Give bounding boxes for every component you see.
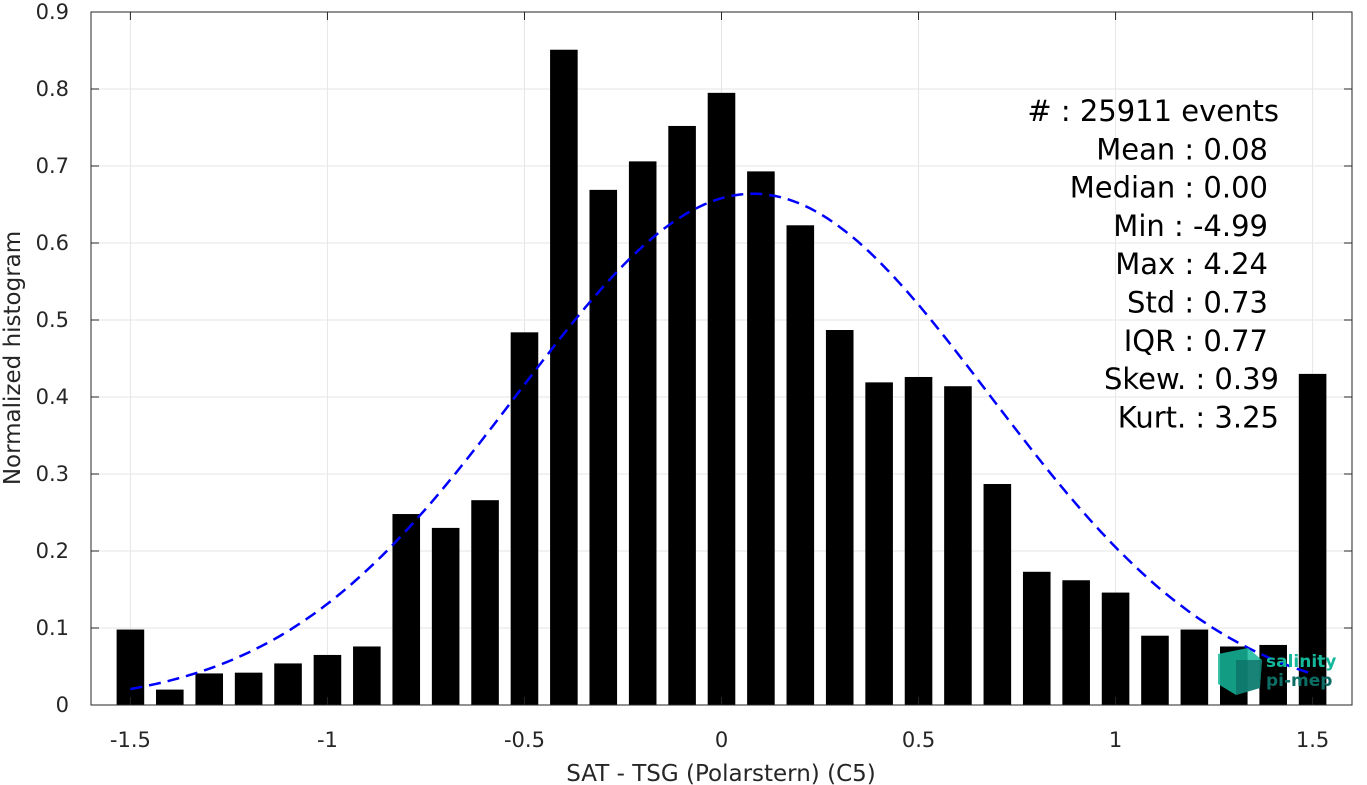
x-tick-label: 0.5: [902, 728, 935, 752]
stat-line: # : 25911 events: [1027, 94, 1279, 128]
x-tick-label: 1: [1109, 728, 1122, 752]
y-tick-label: 0.1: [36, 616, 69, 640]
histogram-bar: [353, 646, 381, 705]
y-tick-label: 0: [56, 693, 69, 717]
stat-line: Kurt. : 3.25: [1118, 400, 1279, 434]
histogram-bar: [628, 161, 657, 705]
histogram-bar: [1298, 373, 1327, 705]
y-tick-label: 0.6: [36, 231, 69, 255]
x-tick-label: -1.5: [110, 728, 151, 752]
x-tick-label: 0: [715, 728, 728, 752]
histogram-bar: [116, 629, 145, 705]
histogram-bar: [747, 171, 775, 705]
stat-line: Max : 4.24: [1115, 247, 1268, 281]
logo-line-1: salinity: [1266, 652, 1336, 672]
histogram-bar: [1101, 592, 1130, 705]
histogram-bar: [786, 225, 815, 706]
histogram-bar: [274, 663, 302, 705]
y-tick-label: 0.5: [36, 308, 69, 332]
histogram-bar: [865, 382, 893, 705]
histogram-bar: [983, 484, 1012, 705]
x-tick-label: -0.5: [504, 728, 545, 752]
histogram-bar: [313, 654, 342, 705]
histogram-bar: [1141, 635, 1169, 705]
x-tick-label: 1.5: [1296, 728, 1329, 752]
histogram-bar: [1062, 580, 1090, 705]
y-tick-label: 0.3: [36, 462, 69, 486]
histogram-bar: [156, 689, 184, 705]
histogram-bar: [431, 527, 460, 705]
histogram-bar: [589, 189, 618, 705]
histogram-bar: [668, 125, 696, 705]
logo-line-2: pi-mep: [1266, 671, 1332, 691]
stat-line: Skew. : 0.39: [1104, 362, 1279, 396]
histogram-bar: [944, 386, 972, 705]
histogram-bar: [234, 672, 263, 705]
histogram-bar: [510, 332, 539, 705]
histogram-bar: [825, 330, 854, 705]
histogram-bar: [195, 673, 224, 705]
histogram-bar: [1180, 629, 1209, 705]
y-tick-labels: 0 0.1 0.2 0.3 0.4 0.5 0.6 0.7 0.8 0.9: [36, 0, 69, 717]
logo-cube-shade: [1236, 660, 1262, 695]
bars: [116, 49, 1327, 706]
histogram-bar: [392, 514, 421, 705]
histogram-bar: [1022, 571, 1051, 705]
histogram-bar: [471, 500, 499, 705]
histogram-bar: [707, 92, 736, 706]
gaussian-fit-curve: [130, 192, 1313, 691]
axis-ticks: [91, 11, 1352, 706]
histogram-bar: [904, 376, 933, 705]
stat-line: Min : -4.99: [1113, 209, 1268, 243]
stat-line: Std : 0.73: [1127, 286, 1268, 320]
x-tick-labels: -1.5 -1 -0.5 0 0.5 1 1.5: [110, 728, 1329, 752]
y-tick-label: 0.7: [36, 154, 69, 178]
y-tick-label: 0.4: [36, 385, 69, 409]
y-axis-label: Normalized histogram: [0, 231, 26, 485]
stat-line: Median : 0.00: [1070, 171, 1268, 205]
stat-line: Mean : 0.08: [1096, 132, 1268, 166]
stat-line: IQR : 0.77: [1124, 324, 1268, 358]
y-tick-label: 0.2: [36, 539, 69, 563]
x-axis-label: SAT - TSG (Polarstern) (C5): [566, 761, 875, 785]
x-tick-label: -1: [317, 728, 338, 752]
salinity-pimep-logo: salinity pi-mep: [1218, 648, 1336, 695]
histogram-bar: [550, 49, 578, 706]
y-tick-label: 0.9: [36, 0, 69, 24]
statistics-box: # : 25911 events Mean : 0.08 Median : 0.00…: [1027, 94, 1279, 434]
y-tick-label: 0.8: [36, 77, 69, 101]
